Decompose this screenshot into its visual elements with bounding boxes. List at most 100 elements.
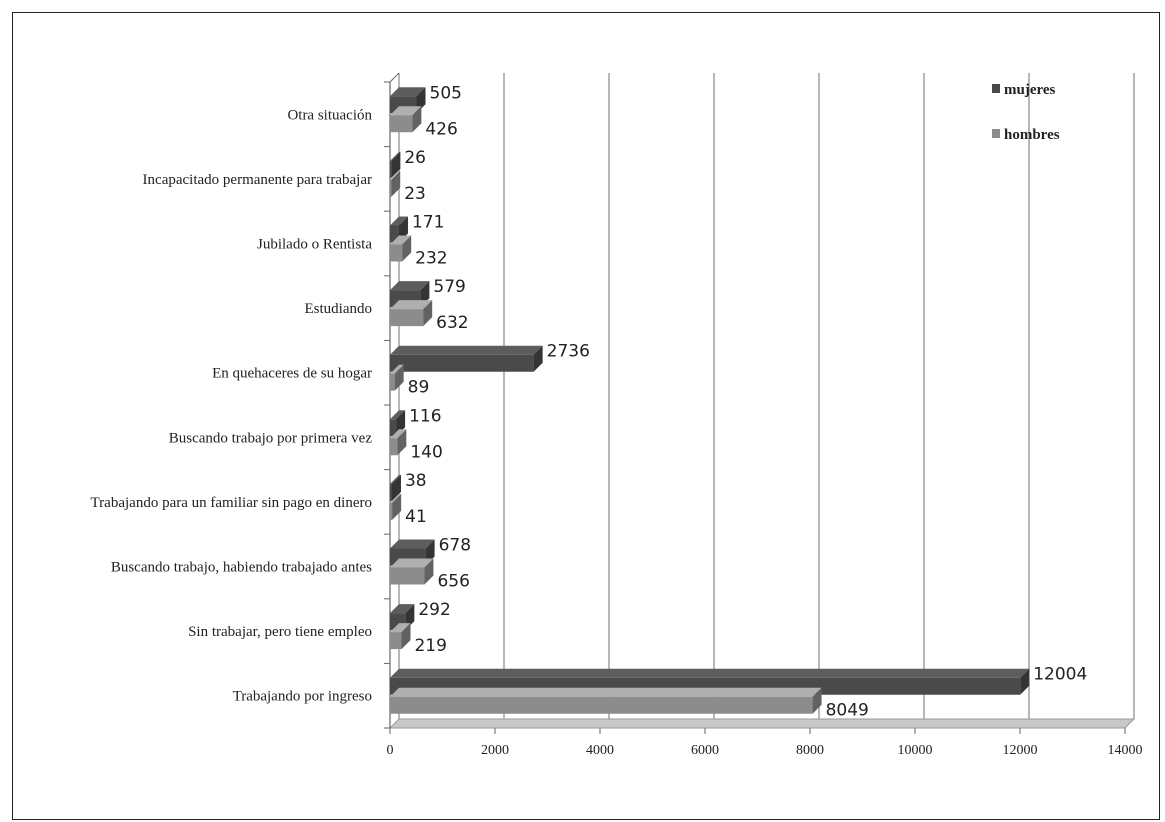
bar-hombres (390, 623, 411, 650)
bar-end-face (412, 106, 422, 133)
data-label-hombres: 426 (425, 119, 457, 139)
bar-front-face (390, 696, 813, 714)
data-label-mujeres: 579 (433, 277, 465, 297)
bar-front-face (390, 373, 395, 391)
bar-hombres (390, 364, 404, 391)
category-label: Otra situación (287, 107, 372, 123)
bar-top-face (390, 216, 408, 226)
bar-top-face (390, 364, 404, 374)
data-label-mujeres: 292 (418, 600, 450, 620)
bar-front-face (390, 160, 392, 178)
bar-top-face (390, 300, 433, 310)
bar-end-face (394, 364, 404, 391)
data-label-mujeres: 26 (404, 148, 426, 168)
bar-hombres (390, 558, 434, 585)
data-label-mujeres: 171 (412, 213, 444, 233)
bar-end-face (392, 493, 402, 520)
data-label-mujeres: 12004 (1033, 665, 1087, 685)
bar-mujeres (390, 410, 406, 437)
bar-front-face (390, 309, 424, 327)
legend-item-mujeres: mujeres (992, 82, 1056, 98)
bar-hombres (390, 300, 433, 327)
data-label-hombres: 632 (436, 313, 468, 333)
bar-end-face (1020, 668, 1030, 695)
data-label-mujeres: 38 (405, 471, 427, 491)
legend-swatch (992, 84, 1000, 93)
bar-end-face (533, 345, 543, 372)
chart-floor (388, 718, 1136, 729)
data-label-hombres: 656 (437, 572, 469, 592)
bar-mujeres (390, 151, 401, 178)
bar-top-face (390, 410, 406, 420)
bar-end-face (401, 623, 411, 650)
bar-end-face (391, 170, 401, 197)
data-label-hombres: 8049 (826, 701, 869, 721)
y-axis-top-edge (389, 72, 400, 83)
bar-front-face (390, 438, 398, 456)
bar-mujeres (390, 474, 401, 501)
bar-front-face (390, 244, 403, 262)
bar-top-face (390, 281, 430, 291)
bar-hombres (390, 429, 407, 456)
bar-top-face (390, 235, 412, 245)
bar-top-face (390, 87, 426, 97)
x-tick-label: 8000 (796, 743, 824, 758)
bar-front-face (390, 567, 425, 585)
x-tick-label: 14000 (1108, 743, 1143, 758)
bar-end-face (812, 687, 822, 714)
bar-top-face (390, 170, 401, 180)
bar-top-face (390, 106, 422, 116)
category-label: Trabajando para un familiar sin pago en … (91, 495, 372, 511)
data-label-hombres: 41 (405, 507, 427, 527)
bar-front-face (390, 419, 397, 437)
bar-hombres (390, 170, 401, 197)
category-label: Sin trabajar, pero tiene empleo (188, 624, 372, 640)
data-label-mujeres: 2736 (547, 342, 590, 362)
bar-hombres (390, 235, 412, 262)
bar-mujeres (390, 345, 543, 372)
x-tick-label: 0 (387, 743, 394, 758)
data-label-hombres: 140 (410, 442, 442, 462)
data-label-mujeres: 116 (409, 406, 441, 426)
bar-front-face (390, 354, 534, 372)
bar-hombres (390, 687, 822, 714)
data-label-hombres: 89 (408, 378, 430, 398)
bar-front-face (390, 483, 392, 501)
bar-end-face (391, 151, 401, 178)
bar-end-face (423, 300, 433, 327)
x-tick-label: 4000 (586, 743, 614, 758)
bar-hombres (390, 493, 402, 520)
category-label: Estudiando (305, 301, 373, 317)
category-label: En quehaceres de su hogar (212, 366, 372, 382)
x-tick-label: 12000 (1003, 743, 1038, 758)
legend-label: mujeres (1004, 82, 1056, 98)
bar-top-face (390, 558, 434, 568)
bar-end-face (391, 474, 401, 501)
bar-end-face (396, 410, 406, 437)
bar-end-face (424, 558, 434, 585)
bar-end-face (397, 429, 407, 456)
data-label-mujeres: 505 (430, 83, 462, 103)
x-tick-label: 2000 (481, 743, 509, 758)
bar-top-face (390, 668, 1030, 678)
legend-swatch (992, 129, 1000, 138)
bar-front-face (390, 115, 413, 133)
data-label-hombres: 219 (414, 636, 446, 656)
category-label: Buscando trabajo, habiendo trabajado ant… (111, 560, 372, 576)
x-tick-label: 10000 (898, 743, 933, 758)
bar-top-face (390, 539, 435, 549)
category-label: Trabajando por ingreso (233, 689, 372, 705)
bar-top-face (390, 687, 822, 697)
category-label: Jubilado o Rentista (257, 237, 372, 253)
bar-hombres (390, 106, 422, 133)
data-label-hombres: 23 (404, 184, 426, 204)
bar-top-face (390, 151, 401, 161)
bar-front-face (390, 502, 393, 520)
bar-top-face (390, 604, 415, 614)
data-label-mujeres: 678 (439, 536, 471, 556)
legend-label: hombres (1004, 127, 1060, 143)
bar-end-face (402, 235, 412, 262)
legend-item-hombres: hombres (992, 127, 1060, 143)
bar-front-face (390, 632, 402, 650)
